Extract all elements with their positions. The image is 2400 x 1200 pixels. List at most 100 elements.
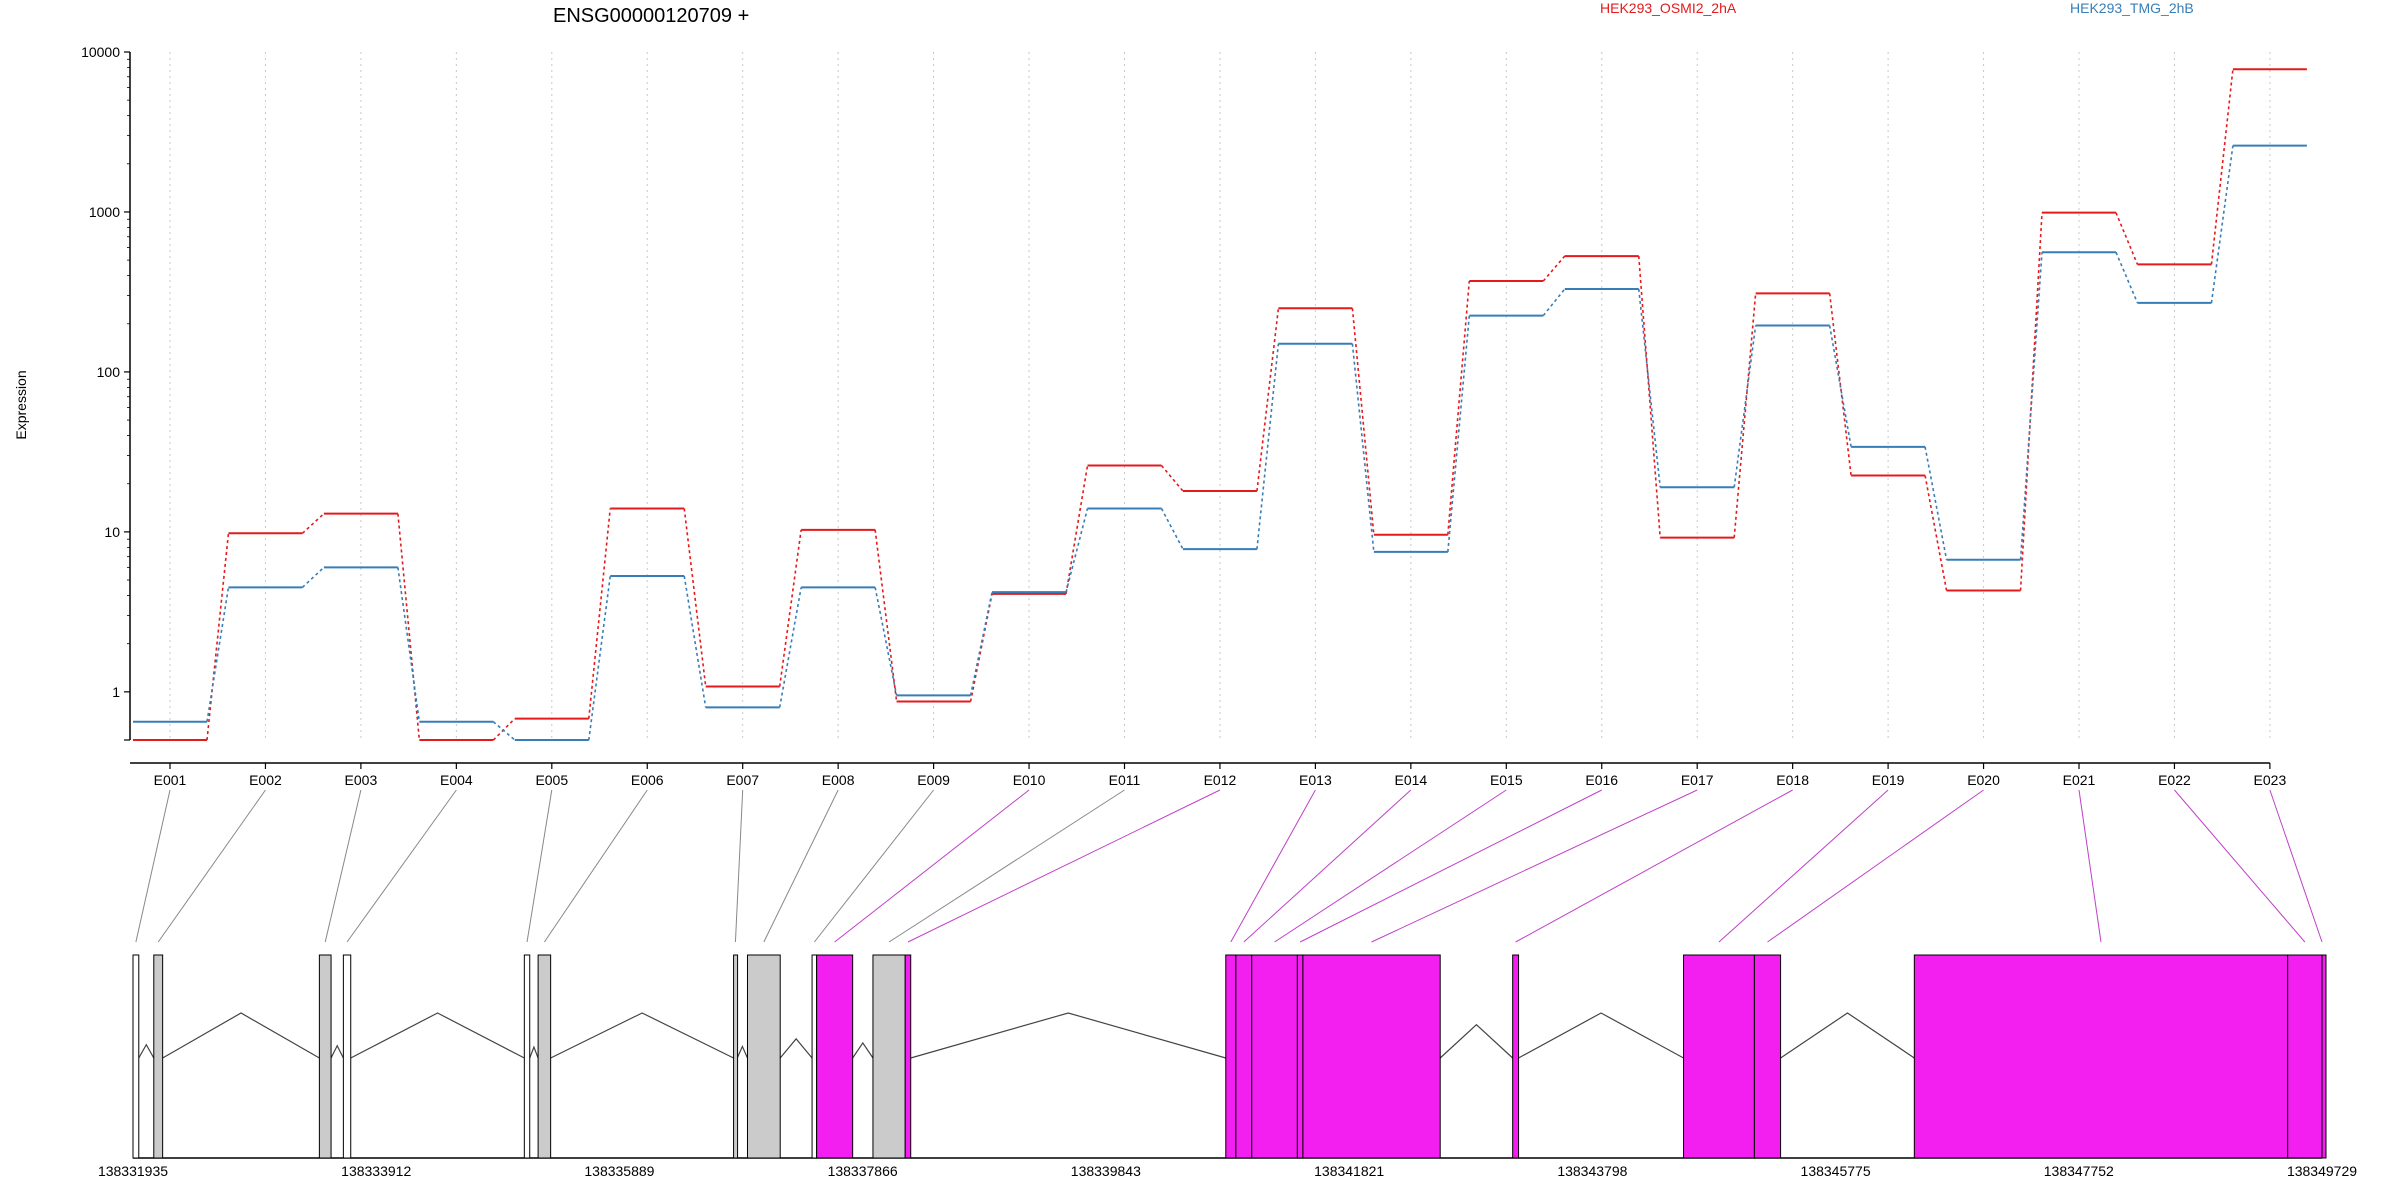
gene-axis-tick-label: 138341821 [1314, 1163, 1384, 1179]
series-connector [874, 529, 898, 702]
exon-connector [1274, 789, 1507, 943]
series-connector [969, 591, 993, 696]
exon-box [733, 954, 739, 1159]
series-connector [397, 513, 421, 741]
series-connector [1542, 288, 1566, 317]
exon-connector [346, 789, 457, 943]
series-connector [1828, 293, 1852, 476]
intron-line [162, 1012, 320, 1059]
gene-axis-tick-label: 138343798 [1557, 1163, 1627, 1179]
series-lines [133, 68, 2307, 741]
exon-connector [135, 789, 171, 943]
intron-line [529, 1045, 539, 1059]
x-tick-label: E009 [917, 772, 950, 788]
gene-model: 138331935 138333912 138335889 138337866 1383… [98, 954, 2357, 1179]
series-connector [206, 587, 230, 722]
exon-connector [157, 789, 266, 943]
series-connector [1447, 315, 1471, 552]
series-connector [1160, 508, 1184, 550]
series-connector [1065, 465, 1089, 594]
exon-box [1302, 954, 1441, 1159]
y-tick-label: 10 [104, 524, 120, 540]
exon-box [816, 954, 854, 1159]
exon-connector [888, 789, 1125, 943]
x-tick-label: E010 [1013, 772, 1046, 788]
series-connector [778, 587, 802, 708]
x-tick-label: E015 [1490, 772, 1523, 788]
exon-box [746, 954, 781, 1159]
series-connector [301, 566, 325, 588]
exon-connector [2174, 789, 2306, 943]
series-connector [1160, 464, 1184, 492]
x-tick-label: E002 [249, 772, 282, 788]
chart-title: ENSG00000120709 + [553, 5, 749, 27]
gridlines [169, 52, 2271, 740]
series-connector [1924, 446, 1948, 560]
exon-connector [324, 789, 362, 943]
series-connector [1256, 343, 1280, 550]
x-tick-label: E014 [1394, 772, 1427, 788]
series-2 [133, 144, 2307, 741]
series-connector [492, 718, 516, 741]
x-tick-label: E013 [1299, 772, 1332, 788]
exon-connector-lines [135, 789, 2323, 943]
intron-line [1518, 1012, 1684, 1059]
exon-box [2287, 954, 2323, 1159]
series-connector [683, 508, 707, 687]
exon-box [1753, 954, 1782, 1159]
intron-line [910, 1012, 1226, 1059]
x-tick-label: E022 [2158, 772, 2191, 788]
series-connector [1733, 293, 1757, 538]
x-tick-label: E006 [631, 772, 664, 788]
legend-series-2: HEK293_TMG_2hB [2070, 0, 2194, 16]
exon-box [342, 954, 352, 1159]
gene-axis-tick-label: 138335889 [584, 1163, 654, 1179]
series-connector [2019, 252, 2043, 560]
exon-connector [734, 789, 744, 943]
exon-connector [526, 789, 553, 943]
gene-axis-tick-label: 138333912 [341, 1163, 411, 1179]
intron-line [1439, 1023, 1514, 1059]
y-tick-label: 1 [112, 684, 120, 700]
exon-connector [813, 789, 934, 943]
x-tick-label: E004 [440, 772, 473, 788]
gene-axis-tick-label: 138337866 [828, 1163, 898, 1179]
x-tick-label: E011 [1109, 772, 1141, 788]
series-connector [206, 533, 230, 741]
exon-box [1913, 954, 2289, 1159]
exon-connector [1515, 789, 1793, 943]
exon-box [1225, 954, 1237, 1159]
series-connector [1828, 325, 1852, 448]
exon-connector [2269, 789, 2323, 943]
series-connector [1256, 308, 1280, 492]
series-connector [588, 508, 612, 719]
exon-box [1251, 954, 1298, 1159]
y-tick-label: 10000 [81, 44, 120, 60]
exon-box [811, 954, 818, 1159]
intron-line [1780, 1012, 1915, 1059]
series-connector [874, 587, 898, 696]
intron-line [736, 1044, 749, 1059]
series-connector [301, 513, 325, 534]
x-tick-label: E023 [2254, 772, 2287, 788]
exon-connector [543, 789, 648, 943]
exon-box [132, 954, 140, 1159]
exon-connector [1718, 789, 1889, 943]
exon-box [1683, 954, 1755, 1159]
series-connector [2210, 145, 2234, 304]
x-tick-label: E012 [1204, 772, 1237, 788]
exon-connector [1299, 789, 1602, 943]
series-connector [1637, 256, 1661, 538]
exon-connector [1371, 789, 1698, 943]
legend-series-1: HEK293_OSMI2_2hA [1600, 0, 1737, 16]
gene-axis-tick-label: 138345775 [1801, 1163, 1871, 1179]
x-tick-label: E005 [535, 772, 568, 788]
intron-line [350, 1012, 525, 1059]
gene-axis-tick-label: 138339843 [1071, 1163, 1141, 1179]
series-connector [397, 567, 421, 722]
series-1 [133, 68, 2307, 741]
series-connector [588, 575, 612, 741]
exon-box [153, 954, 164, 1159]
x-tick-label: E003 [345, 772, 378, 788]
